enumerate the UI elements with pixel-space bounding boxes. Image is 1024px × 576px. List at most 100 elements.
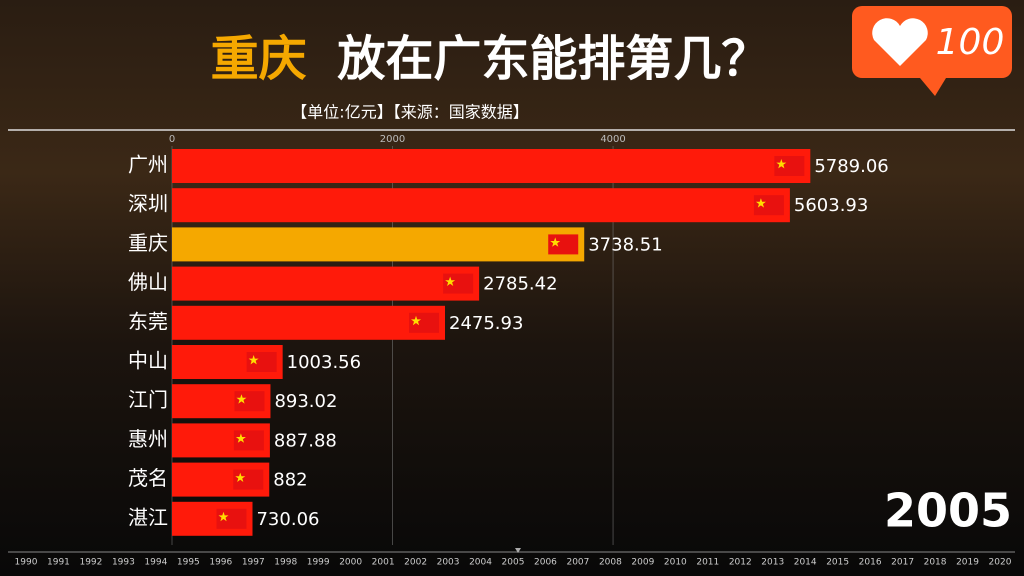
flag-icon	[246, 352, 277, 372]
value-label: 887.88	[274, 430, 337, 451]
timeline-label: 1994	[144, 558, 167, 568]
y-tick-label: 江门	[128, 388, 168, 412]
flag-field	[233, 430, 264, 451]
timeline-label: 1991	[47, 558, 70, 568]
flag-star	[248, 355, 259, 365]
flag-field	[409, 312, 440, 333]
flag-star	[755, 198, 766, 208]
flag-star	[776, 159, 787, 169]
flag-icon	[409, 312, 440, 333]
value-label: 730.06	[256, 509, 319, 530]
bar	[172, 227, 585, 262]
timeline-label: 1995	[177, 558, 200, 568]
timeline-label: 1998	[274, 558, 297, 568]
flag-star	[445, 276, 456, 286]
badge: 100	[852, 6, 1012, 96]
y-tick-label: 惠州	[128, 427, 168, 451]
timeline-marker	[515, 548, 521, 553]
flag-icon	[233, 430, 264, 451]
title-highlight: 重庆	[211, 31, 307, 87]
timeline-label: 2011	[696, 558, 719, 568]
timeline-label: 2002	[404, 558, 427, 568]
flag-field	[548, 234, 579, 255]
flag-icon	[774, 156, 805, 176]
timeline-label: 2012	[729, 558, 752, 568]
title-rest: 放在广东能排第几？	[337, 31, 769, 87]
x-tick-label: 0	[169, 134, 175, 145]
timeline-label: 2006	[534, 558, 557, 568]
x-tick-label: 2000	[380, 134, 405, 145]
flag-star	[218, 511, 229, 522]
timeline-label: 2005	[502, 558, 525, 568]
flag-field	[753, 195, 784, 216]
flag-field	[233, 469, 264, 490]
badge-tail	[920, 78, 946, 96]
timeline-label: 1993	[112, 558, 135, 568]
value-label: 1003.56	[287, 352, 361, 373]
timeline-label: 2008	[599, 558, 622, 568]
flag-field	[216, 508, 247, 529]
timeline-label: 2000	[339, 558, 362, 568]
timeline-label: 2016	[859, 558, 882, 568]
badge-count: 100	[936, 22, 1005, 63]
timeline-label: 2009	[631, 558, 654, 568]
y-tick-label: 深圳	[128, 192, 168, 216]
timeline-label: 2018	[924, 558, 947, 568]
timeline-label: 1992	[79, 558, 102, 568]
flag-star	[235, 472, 246, 482]
bar	[172, 305, 446, 340]
y-tick-label: 广州	[128, 153, 168, 177]
bar	[172, 149, 811, 183]
timeline-label: 1997	[242, 558, 265, 568]
timeline-label: 2003	[437, 558, 460, 568]
timeline-label: 2015	[826, 558, 849, 568]
flag-star	[236, 394, 247, 404]
timeline-label: 2014	[794, 558, 817, 568]
year-label: 2005	[884, 484, 1012, 538]
value-label: 5603.93	[794, 195, 868, 216]
value-label: 5789.06	[814, 156, 888, 177]
flag-star	[235, 433, 246, 443]
timeline-label: 1996	[209, 558, 232, 568]
flag-star	[411, 315, 422, 326]
flag-field	[443, 273, 474, 294]
bar	[172, 188, 790, 223]
y-tick-label: 佛山	[128, 270, 168, 294]
flag-star	[550, 237, 561, 247]
timeline-label: 2017	[891, 558, 914, 568]
timeline-label: 1999	[307, 558, 330, 568]
flag-icon	[753, 195, 784, 216]
timeline-label: 2001	[372, 558, 395, 568]
timeline-label: 2004	[469, 558, 492, 568]
y-tick-label: 湛江	[128, 505, 168, 529]
timeline-label: 2019	[956, 558, 979, 568]
flag-icon	[234, 391, 265, 412]
heart-icon	[872, 18, 928, 66]
y-tick-label: 重庆	[128, 231, 168, 255]
value-label: 2475.93	[449, 313, 523, 334]
y-tick-label: 东莞	[128, 309, 168, 333]
flag-icon	[233, 469, 264, 490]
chart-subtitle: 【单位:亿元】【来源：国家数据】	[291, 103, 528, 122]
flag-icon	[443, 273, 474, 294]
timeline-label: 2007	[566, 558, 589, 568]
timeline-label: 2020	[989, 558, 1012, 568]
timeline-label: 2010	[664, 558, 687, 568]
chart-title: 重庆 放在广东能排第几？	[211, 31, 770, 87]
flag-field	[246, 352, 277, 372]
value-label: 882	[273, 470, 307, 491]
value-label: 893.02	[274, 391, 337, 412]
value-label: 2785.42	[483, 274, 557, 295]
flag-icon	[548, 234, 579, 255]
y-tick-label: 中山	[128, 349, 168, 373]
flag-field	[234, 391, 265, 412]
timeline-label: 2013	[761, 558, 784, 568]
y-tick-label: 茂名	[128, 466, 168, 490]
flag-icon	[216, 508, 247, 529]
value-label: 3738.51	[588, 234, 662, 255]
timeline-label: 1990	[15, 558, 38, 568]
bar	[172, 266, 480, 301]
